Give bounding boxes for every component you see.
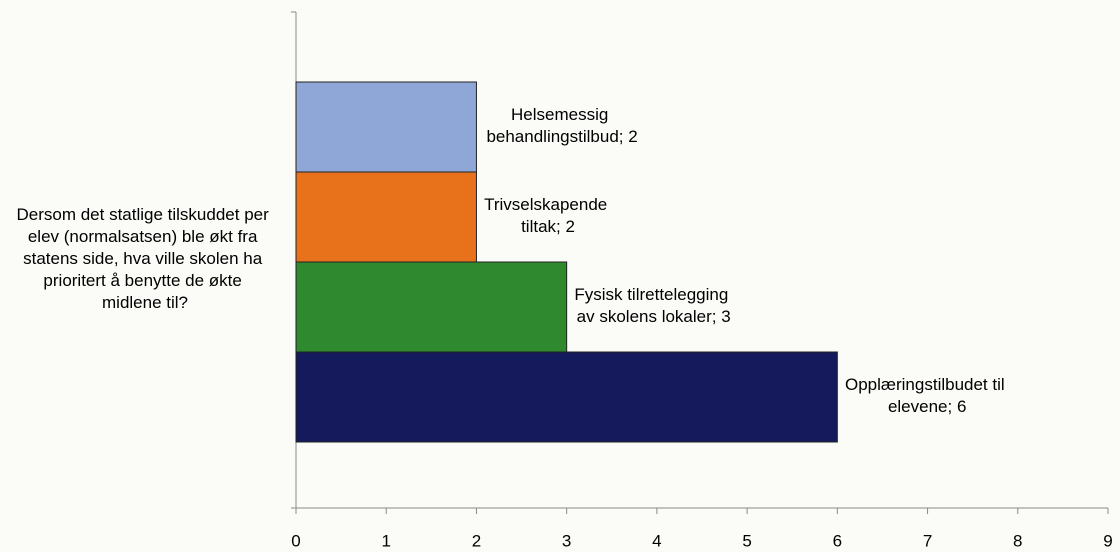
data-label: Helsemessig behandlingstilbud; 2: [486, 105, 637, 146]
bar: [295, 261, 568, 353]
x-tick-label: 2: [472, 531, 481, 550]
data-label: Fysisk tilrettelegging av skolens lokale…: [574, 285, 733, 326]
x-tick-label: 5: [742, 531, 751, 550]
bar: [295, 351, 838, 443]
y-tick-label: Dersom det statlige tilskuddet per elev …: [16, 205, 273, 312]
x-tick-label: 6: [833, 531, 842, 550]
x-tick-label: 9: [1103, 531, 1112, 550]
x-tick-label: 4: [652, 531, 661, 550]
x-tick-label: 3: [562, 531, 571, 550]
x-tick-label: 8: [1013, 531, 1022, 550]
bar: [295, 171, 477, 263]
data-label: Trivselskapende tiltak; 2: [484, 195, 612, 236]
x-tick-label: 0: [291, 531, 300, 550]
data-label: Opplæringstilbudet til elevene; 6: [845, 375, 1009, 416]
x-tick-label: 1: [381, 531, 390, 550]
bar: [295, 81, 477, 173]
x-tick-label: 7: [923, 531, 932, 550]
